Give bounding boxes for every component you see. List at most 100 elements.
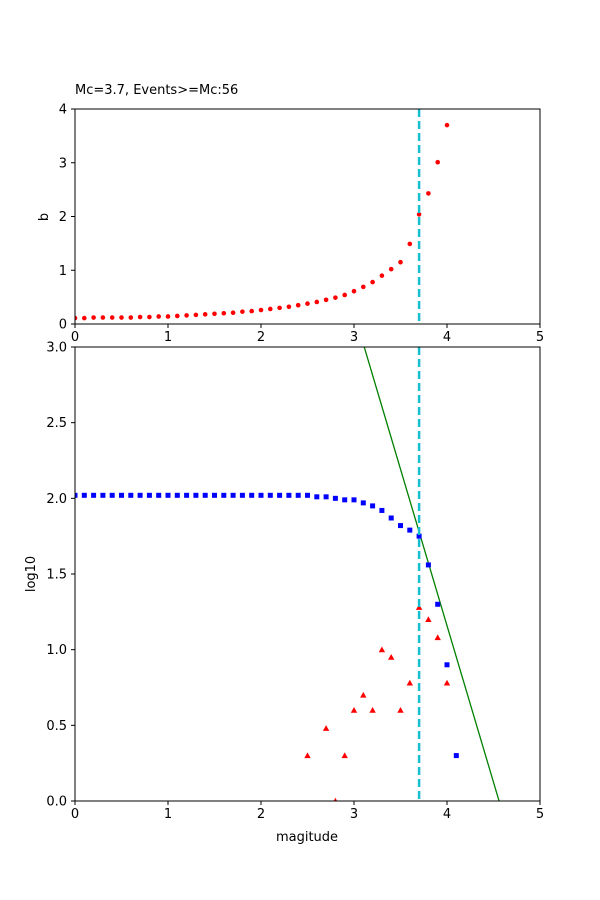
bottom-y-tick-label-0: 0.0 — [46, 795, 67, 810]
bottom-series-1-point-9 — [397, 707, 404, 713]
bottom-x-tick-label-2: 2 — [257, 807, 265, 822]
bottom-series-0-point-16 — [221, 492, 227, 498]
top-chart-plot-area — [75, 109, 450, 324]
bottom-series-0-point-18 — [239, 492, 245, 498]
bottom-y-tick-label-1: 0.5 — [46, 719, 67, 734]
bottom-series-0-point-32 — [370, 503, 376, 509]
bottom-x-tick-label-4: 4 — [443, 807, 451, 822]
bottom-series-0-point-21 — [267, 492, 273, 498]
top-series-0-point-12 — [184, 313, 189, 318]
bottom-series-1-point-5 — [360, 691, 367, 698]
bottom-series-0-point-23 — [286, 492, 292, 498]
top-series-0-point-3 — [100, 315, 106, 320]
top-chart-title: Mc=3.7, Events>=Mc:56 — [75, 83, 238, 98]
top-series-0-point-0 — [75, 315, 78, 321]
bottom-series-0-point-35 — [398, 523, 403, 529]
top-series-0-point-33 — [379, 273, 385, 278]
top-series-0-point-18 — [240, 309, 245, 314]
top-series-0-point-14 — [202, 312, 208, 317]
bottom-series-1-point-10 — [406, 679, 413, 686]
bottom-y-tick-label-5: 2.5 — [46, 416, 67, 431]
top-series-0-point-25 — [305, 301, 310, 306]
top-y-tick-label-2: 2 — [59, 210, 67, 225]
top-series-0-point-13 — [193, 312, 199, 318]
bottom-series-0-point-31 — [360, 500, 366, 506]
top-series-0-point-2 — [91, 315, 96, 320]
bottom-chart-axes: 0 1 2 3 4 5 0.0 0.5 1.0 1.5 2.0 2.5 3.0 — [46, 341, 544, 823]
bottom-series-1-point-2 — [333, 797, 338, 801]
bottom-series-0-point-12 — [184, 492, 190, 498]
top-series-0-point-15 — [212, 311, 217, 317]
bottom-series-0-point-37 — [416, 533, 422, 539]
top-series-0-point-32 — [370, 279, 375, 285]
bottom-series-0-point-36 — [407, 527, 413, 533]
bottom-series-0-point-11 — [174, 492, 180, 498]
top-series-0-point-29 — [342, 292, 348, 298]
top-series-0-point-37 — [416, 212, 422, 217]
top-series-0-point-27 — [323, 297, 329, 303]
b-value-chart: Mc=3.7, Events>=Mc:56 b 0 1 2 3 4 5 0 1 2 3 4 — [37, 83, 544, 345]
bottom-y-tick-label-6: 3.0 — [46, 341, 67, 356]
top-series-0-point-36 — [407, 241, 413, 247]
bottom-series-0-point-34 — [388, 515, 394, 521]
top-series-0-point-17 — [230, 310, 236, 316]
bottom-series-0-point-15 — [212, 492, 217, 498]
top-chart-y-axis-label: b — [37, 213, 52, 221]
bottom-series-0-point-24 — [295, 492, 301, 498]
bottom-series-0-point-0 — [75, 492, 78, 498]
bottom-series-0-point-30 — [351, 497, 357, 503]
top-series-0-point-19 — [249, 308, 254, 314]
top-series-0-point-4 — [109, 315, 115, 320]
bottom-series-0-point-10 — [165, 492, 171, 498]
top-series-0-point-28 — [333, 295, 338, 300]
top-series-0-point-5 — [119, 315, 124, 320]
bottom-series-0-point-22 — [277, 492, 283, 498]
bottom-series-1-point-14 — [443, 679, 451, 686]
top-chart-axes: 0 1 2 3 4 5 0 1 2 3 4 — [59, 103, 544, 346]
bottom-series-0-point-29 — [342, 497, 348, 503]
top-series-0-point-40 — [444, 122, 450, 128]
bottom-series-0-point-40 — [444, 662, 450, 668]
bottom-chart-y-axis-label: log10 — [24, 556, 39, 592]
top-series-0-point-1 — [82, 315, 87, 321]
bottom-series-0-point-14 — [202, 492, 208, 498]
top-y-tick-label-1: 1 — [59, 264, 67, 279]
bottom-chart-clip-group — [75, 347, 500, 801]
top-series-0-point-8 — [147, 314, 152, 320]
bottom-x-tick-label-1: 1 — [164, 807, 172, 822]
bottom-series-0-point-3 — [100, 492, 106, 498]
top-series-0-point-20 — [258, 307, 264, 313]
top-series-0-point-22 — [277, 305, 282, 311]
bottom-series-0-point-33 — [379, 507, 385, 513]
bottom-series-1-point-3 — [341, 752, 348, 759]
bottom-series-0-point-27 — [323, 494, 329, 500]
bottom-series-1-point-12 — [425, 616, 432, 622]
top-x-tick-label-4: 4 — [443, 330, 451, 345]
bottom-series-0-point-39 — [435, 601, 441, 607]
top-series-0-point-38 — [426, 191, 431, 196]
top-x-tick-label-2: 2 — [257, 330, 265, 345]
bottom-fit-line — [363, 347, 500, 801]
bottom-series-0-point-26 — [314, 494, 320, 500]
top-series-0-point-21 — [268, 306, 273, 312]
top-series-0-point-24 — [295, 302, 301, 308]
top-y-tick-label-4: 4 — [59, 103, 67, 118]
top-series-0-point-30 — [351, 288, 357, 294]
top-y-tick-label-3: 3 — [59, 156, 67, 171]
top-x-tick-label-0: 0 — [71, 330, 79, 345]
top-series-0-point-16 — [221, 310, 227, 316]
top-series-0-point-35 — [398, 259, 403, 265]
bottom-series-0-point-25 — [305, 492, 310, 498]
bottom-series-0-point-8 — [146, 492, 152, 498]
bottom-series-0-point-6 — [128, 492, 134, 498]
bottom-x-tick-label-5: 5 — [536, 807, 544, 822]
top-series-0-point-10 — [165, 314, 171, 319]
top-series-0-point-11 — [175, 313, 180, 319]
bottom-chart-plot-area — [75, 347, 500, 801]
bottom-series-0-point-2 — [91, 492, 97, 498]
top-series-0-point-23 — [286, 304, 292, 310]
bottom-y-tick-label-2: 1.0 — [46, 643, 67, 658]
log10-chart: log10 magitude 0 1 2 3 4 5 0.0 0.5 1.0 1.5 2.0 2.5 3… — [24, 341, 544, 846]
